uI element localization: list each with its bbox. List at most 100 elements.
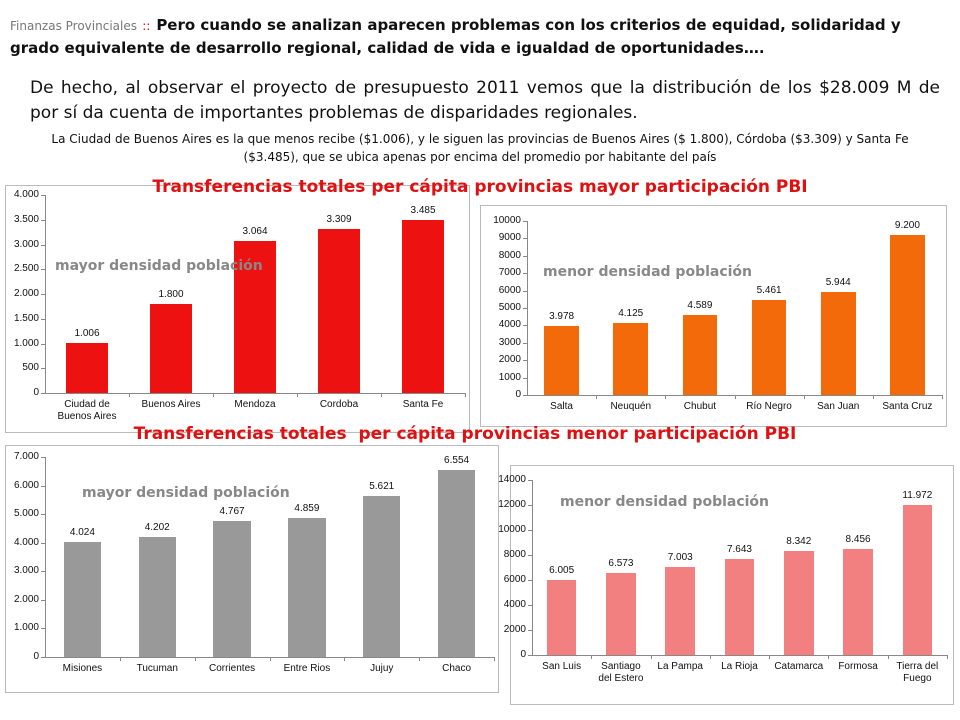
bar [150, 303, 192, 393]
bar [437, 469, 476, 657]
y-tick-label: 6.000 [13, 479, 39, 491]
value-label: 5.461 [756, 284, 782, 296]
tick-mark [528, 530, 532, 531]
bar [890, 234, 925, 395]
x-tick-label: Catamarca [774, 661, 824, 672]
y-tick-label: 3000 [498, 336, 521, 348]
tick-mark [523, 342, 527, 344]
y-tick-label: 4.000 [13, 189, 39, 200]
tick-mark [523, 221, 527, 222]
y-tick-label: 14000 [498, 474, 526, 485]
value-label: 6.573 [608, 557, 634, 569]
value-label: 1.800 [158, 288, 184, 300]
annotation: mayor densidad población [55, 258, 263, 274]
y-tick-label: 0 [515, 389, 521, 400]
tick-mark [41, 343, 45, 345]
tick-mark [41, 294, 45, 295]
tick-mark [41, 485, 45, 487]
annotation: menor densidad población [560, 494, 770, 510]
separator: :: [142, 19, 151, 33]
x-tick-label: Entre Rios [283, 663, 331, 674]
y-tick-label: 6000 [498, 284, 521, 296]
bar [546, 579, 577, 655]
tick-mark [41, 628, 45, 630]
tick-mark [194, 657, 196, 661]
y-tick-label: 3.500 [13, 213, 39, 225]
x-axis [45, 393, 465, 394]
tick-mark [41, 571, 45, 573]
tick-mark [465, 393, 466, 397]
tick-mark [344, 657, 346, 661]
y-tick-label: 0 [33, 651, 39, 662]
x-tick-label: Chaco [442, 663, 472, 674]
bar [213, 520, 251, 657]
y-tick-label: 2000 [498, 354, 521, 366]
value-label: 4.589 [687, 300, 713, 312]
x-tick-label: Cordoba [319, 399, 359, 410]
bar [613, 323, 649, 395]
x-tick-label: Formosa [838, 661, 878, 672]
value-label: 7.003 [667, 552, 693, 564]
value-label: 7.643 [726, 544, 752, 556]
bar [751, 299, 787, 395]
bar [682, 315, 718, 395]
value-label: 4.125 [618, 308, 644, 320]
tick-mark [41, 244, 45, 246]
x-tick-label: San Juan [817, 401, 860, 412]
value-label: 3.485 [410, 205, 436, 217]
bar [363, 496, 401, 657]
annotation: menor densidad población [543, 264, 753, 280]
tick-mark [41, 269, 45, 271]
tick-mark [523, 308, 527, 309]
tick-mark [41, 457, 45, 458]
tick-mark [734, 395, 736, 399]
section-title: Transferencias totales per cápita provin… [133, 424, 797, 444]
lead: Pero cuando se analizan aparecen problem… [10, 16, 901, 57]
tick-mark [528, 655, 532, 656]
tick-mark [523, 377, 527, 379]
value-label: 11.972 [902, 490, 933, 502]
tick-mark [41, 318, 45, 320]
x-tick-label: Chubut [683, 401, 717, 412]
y-tick-label: 5000 [498, 302, 521, 313]
y-tick-label: 0 [33, 387, 39, 398]
y-tick-label: 7000 [498, 267, 521, 279]
y-tick-label: 2.000 [13, 593, 39, 605]
y-tick-label: 10000 [498, 524, 526, 535]
section: Finanzas Provinciales [10, 19, 137, 33]
tick-mark [528, 505, 532, 506]
x-tick-label: Misiones [62, 663, 103, 674]
y-tick-label: 8000 [498, 249, 521, 261]
x-tick-label: La Rioja [721, 661, 758, 672]
x-tick-label: Mendoza [234, 399, 276, 410]
tick-mark [523, 238, 527, 240]
value-label: 3.064 [242, 226, 268, 238]
value-label: 6.005 [549, 564, 575, 576]
tick-mark [129, 393, 130, 397]
tick-mark [803, 395, 805, 399]
x-tick-label: Buenos Aires [141, 399, 201, 410]
bar [402, 220, 444, 393]
bar [665, 567, 696, 655]
tick-mark [528, 480, 532, 481]
y-tick-label: 12000 [498, 499, 526, 510]
tick-mark [269, 657, 271, 661]
paragraph: De hecho, al observar el proyecto de pre… [30, 78, 940, 123]
tick-mark [523, 290, 527, 292]
tick-mark [41, 657, 45, 658]
tick-mark [523, 273, 527, 275]
tick-mark [942, 395, 943, 399]
bar [63, 542, 102, 657]
header: Finanzas Provinciales :: Pero cuando se a… [10, 14, 950, 59]
value-label: 4.202 [144, 521, 170, 533]
tick-mark [872, 395, 874, 399]
value-label: 1.006 [74, 328, 100, 340]
tick-mark [523, 395, 527, 396]
tick-mark [665, 395, 667, 399]
x-tick-label: San Luis [542, 661, 582, 672]
y-tick-label: 8000 [503, 549, 526, 560]
tick-mark [213, 393, 214, 397]
y-tick-label: 5.000 [13, 508, 39, 520]
y-tick-label: 9000 [498, 232, 521, 244]
